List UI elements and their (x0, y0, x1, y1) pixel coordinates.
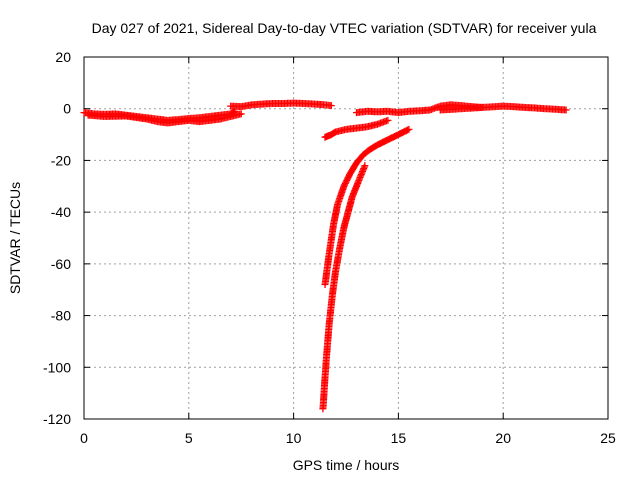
x-tick-labels: 0 5 10 15 20 25 (80, 430, 616, 446)
y-tick-label: -120 (43, 411, 71, 427)
data-point (336, 225, 348, 252)
data-point (457, 104, 485, 113)
y-tick-label: -40 (51, 204, 71, 220)
data-point (340, 171, 353, 190)
data-point (122, 112, 149, 123)
x-tick-label: 5 (185, 430, 193, 446)
data-point (329, 202, 341, 229)
data-point (365, 142, 380, 154)
chart-title: Day 027 of 2021, Sidereal Day-to-day VTE… (92, 20, 597, 36)
data-point (405, 125, 413, 133)
y-tick-label: -80 (51, 308, 71, 324)
y-tick-label: -100 (43, 359, 71, 375)
x-tick-label: 20 (495, 430, 511, 446)
data-point (353, 152, 366, 167)
data-point (334, 184, 347, 208)
axis-ticks (83, 56, 609, 420)
data-point (359, 147, 372, 159)
data-point (373, 136, 391, 149)
data-points (80, 99, 570, 413)
data-point (237, 110, 245, 118)
data-point (328, 269, 339, 299)
data-point (332, 246, 343, 276)
data-point (562, 106, 570, 114)
data-point (319, 360, 330, 413)
plot-frame (83, 56, 609, 420)
x-tick-label: 25 (600, 430, 616, 446)
x-axis-label: GPS time / hours (293, 457, 400, 473)
data-point (344, 194, 356, 216)
data-point (436, 105, 464, 114)
x-tick-label: 0 (80, 430, 88, 446)
data-point (340, 210, 352, 232)
x-tick-label: 10 (286, 430, 302, 446)
y-tick-label: 0 (63, 101, 71, 117)
data-point (327, 102, 335, 110)
data-point (325, 223, 337, 257)
data-point (346, 160, 360, 177)
y-tick-label: 20 (55, 49, 71, 65)
data-point (361, 162, 369, 170)
data-point (325, 293, 336, 327)
y-axis-label: SDTVAR / TECUs (7, 182, 23, 294)
x-tick-label: 15 (391, 430, 407, 446)
data-point (322, 321, 333, 366)
data-point (384, 116, 392, 124)
y-tick-labels: -120 -100 -80 -60 -40 -20 0 20 (43, 49, 71, 427)
y-tick-label: -20 (51, 152, 71, 168)
y-tick-label: -60 (51, 256, 71, 272)
data-point (321, 251, 333, 288)
grid-lines (84, 57, 608, 419)
